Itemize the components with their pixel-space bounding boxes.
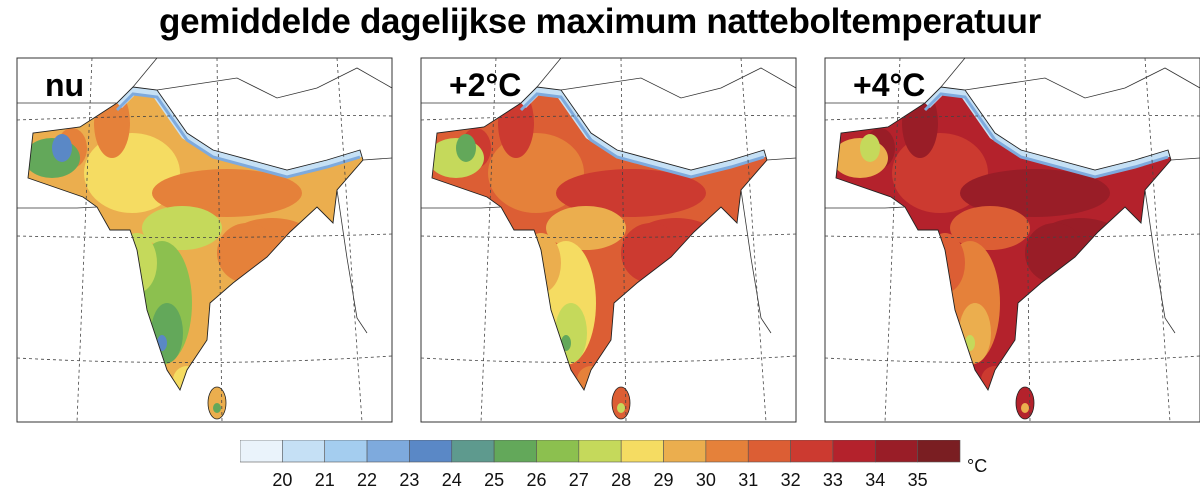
- colorbar-bin: [874, 440, 918, 463]
- colorbar-tick-label: 23: [399, 470, 419, 490]
- coastline: [27, 86, 364, 392]
- colorbar-tick-label: 25: [484, 470, 504, 490]
- graticule-line: [480, 57, 497, 423]
- colorbar-bin: [366, 440, 410, 463]
- graticule-line: [740, 57, 767, 423]
- colorbar-bin: [790, 440, 834, 463]
- sri-lanka-interior: [1021, 403, 1029, 413]
- colorbar: 20 21 22 23 24 25 26 27 28 29 30 31 32 33 34 35 °C: [240, 440, 987, 490]
- temperature-region: [52, 134, 72, 162]
- colorbar-bin: [324, 440, 368, 463]
- country-border: [1144, 189, 1176, 334]
- colorbar-tick-label: 29: [654, 470, 674, 490]
- temperature-region: [546, 206, 626, 250]
- graticule-line: [420, 114, 797, 121]
- temperature-region: [142, 206, 222, 250]
- himalaya-edge: [923, 92, 1169, 179]
- coastline: [431, 86, 768, 392]
- colorbar-bin: [578, 440, 622, 463]
- colorbar-bin: [493, 440, 537, 463]
- colorbar-bin: [240, 440, 283, 463]
- colorbar-tick-label: 20: [272, 470, 292, 490]
- map-panel: +4°C: [824, 57, 1200, 423]
- colorbar-tick-label: 21: [315, 470, 335, 490]
- country-border: [825, 206, 906, 209]
- himalaya-edge: [115, 92, 361, 179]
- colorbar-tick-label: 33: [823, 470, 843, 490]
- colorbar-unit: °C: [967, 456, 987, 476]
- colorbar-bin: [451, 440, 495, 463]
- sri-lanka-interior: [617, 403, 625, 413]
- country-border: [560, 67, 797, 99]
- country-border: [536, 57, 562, 88]
- graticule-line: [16, 114, 393, 121]
- graticule-line: [1144, 57, 1171, 423]
- colorbar-tick-label: 31: [738, 470, 758, 490]
- colorbar-tick-label: 27: [569, 470, 589, 490]
- figure-title: gemiddelde dagelijkse maximum nattebolte…: [159, 2, 1041, 41]
- graticule-line: [336, 57, 363, 423]
- graticule-line: [216, 57, 223, 423]
- temperature-region: [456, 134, 476, 162]
- country-border: [964, 67, 1200, 99]
- temperature-region: [28, 138, 80, 178]
- colorbar-tick-label: 35: [908, 470, 928, 490]
- map-panels: nu +2°C +4°C: [16, 57, 1200, 423]
- colorbar-bin: [705, 440, 749, 463]
- country-border: [766, 157, 797, 161]
- map-panel: nu: [16, 57, 393, 423]
- graticule-line: [1024, 57, 1031, 423]
- country-border: [336, 189, 368, 334]
- colorbar-tick-label: 26: [526, 470, 546, 490]
- colorbar-tick-label: 22: [357, 470, 377, 490]
- graticule-line: [16, 233, 393, 238]
- country-border: [132, 57, 158, 88]
- country-border: [421, 206, 502, 209]
- colorbar-tick-label: 34: [865, 470, 885, 490]
- graticule-line: [16, 355, 393, 363]
- country-border: [17, 206, 98, 209]
- graticule-line: [420, 233, 797, 238]
- graticule-line: [884, 57, 901, 423]
- colorbar-tick-label: 30: [696, 470, 716, 490]
- colorbar-tick-label: 32: [781, 470, 801, 490]
- graticule-line: [824, 233, 1200, 238]
- country-border: [362, 157, 393, 161]
- temperature-region: [556, 169, 706, 217]
- map-panel: +2°C: [420, 57, 797, 423]
- country-border: [740, 189, 772, 334]
- colorbar-tick-label: 24: [442, 470, 462, 490]
- panel-label: nu: [45, 67, 84, 103]
- colorbar-tick-label: 28: [611, 470, 631, 490]
- colorbar-bin: [620, 440, 664, 463]
- panel-label: +2°C: [449, 67, 521, 103]
- colorbar-bin: [747, 440, 791, 463]
- sri-lanka-interior: [213, 403, 221, 413]
- colorbar-bin: [536, 440, 580, 463]
- graticule-line: [620, 57, 627, 423]
- graticule-line: [420, 355, 797, 363]
- graticule-line: [824, 355, 1200, 363]
- himalaya-edge: [519, 92, 765, 179]
- colorbar-bin: [663, 440, 707, 463]
- coastline: [835, 86, 1172, 392]
- temperature-region: [960, 169, 1110, 217]
- panel-label: +4°C: [853, 67, 925, 103]
- country-border: [156, 67, 393, 99]
- temperature-region: [432, 138, 484, 178]
- colorbar-bin: [917, 440, 961, 463]
- country-border: [940, 57, 966, 88]
- temperature-region: [860, 134, 880, 162]
- colorbar-bin: [282, 440, 326, 463]
- colorbar-bin: [409, 440, 453, 463]
- graticule-line: [824, 114, 1200, 121]
- country-border: [1170, 157, 1200, 161]
- graticule-line: [76, 57, 93, 423]
- temperature-region: [950, 206, 1030, 250]
- temperature-region: [152, 169, 302, 217]
- colorbar-bin: [832, 440, 876, 463]
- temperature-region: [836, 138, 888, 178]
